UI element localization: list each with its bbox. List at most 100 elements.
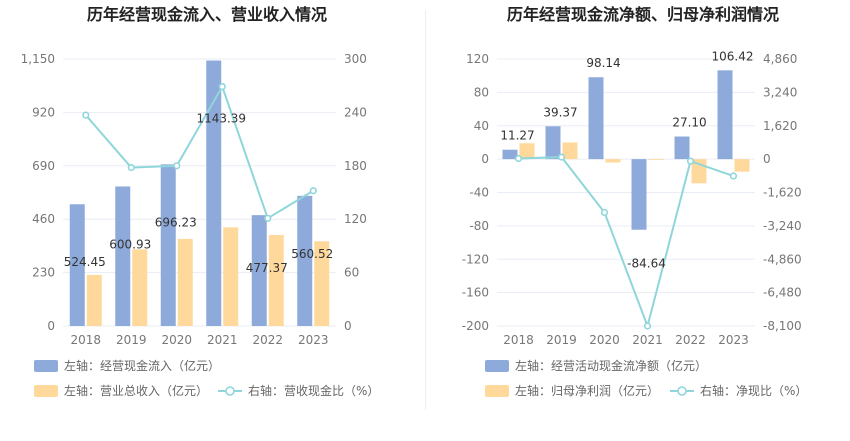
right-axis-tick-label: 120 — [344, 212, 367, 226]
line-point — [127, 163, 135, 172]
legend-bar-swatch — [34, 360, 58, 372]
left-axis-tick-label: -160 — [462, 286, 489, 300]
left-axis-tick-label: 120 — [466, 52, 489, 66]
right-axis-tick-label: 4,860 — [763, 52, 797, 66]
line-point — [729, 172, 738, 180]
line-point — [82, 111, 90, 119]
right-axis-tick-label: 1,620 — [763, 119, 797, 133]
x-axis-tick-label: 2023 — [298, 333, 329, 347]
left-axis-tick-label: -200 — [462, 319, 489, 333]
x-axis-tick-label: 2022 — [675, 333, 706, 347]
chart-title: 历年经营现金流净额、归母净利润情况 — [507, 5, 779, 24]
legend-line-marker — [225, 386, 235, 396]
line-point — [309, 187, 317, 195]
right-axis-tick-label: 300 — [344, 52, 367, 66]
bar-primary — [251, 215, 267, 326]
x-axis-tick-label: 2018 — [70, 333, 101, 347]
bar-primary — [206, 60, 222, 326]
line-point — [600, 208, 609, 217]
bar-secondary — [314, 241, 330, 326]
bar-primary — [115, 186, 131, 326]
line-point — [643, 322, 652, 330]
legend-line-marker — [677, 386, 687, 396]
data-label: 1143.39 — [196, 112, 246, 126]
right-axis-tick-label: 0 — [344, 319, 352, 333]
line-series — [84, 84, 314, 220]
x-axis-tick-label: 2019 — [116, 333, 147, 347]
data-label: 106.42 — [712, 49, 754, 63]
left-axis-tick-label: 920 — [32, 105, 55, 119]
left-axis-tick-label: 690 — [32, 159, 55, 173]
bar-secondary — [177, 238, 193, 326]
data-label: 27.10 — [672, 116, 706, 130]
legend-label: 右轴：净现比（%） — [700, 383, 807, 398]
left-axis-tick-label: 0 — [481, 152, 489, 166]
bar-primary — [502, 149, 518, 160]
data-label: 524.45 — [64, 255, 106, 269]
left-axis-tick-label: -80 — [469, 219, 489, 233]
legend-bar-swatch — [485, 385, 509, 397]
x-axis-tick-label: 2020 — [589, 333, 620, 347]
x-axis-tick-label: 2023 — [718, 333, 749, 347]
legend-label: 左轴：经营活动现金流净额（亿元） — [515, 358, 707, 373]
line-point — [686, 157, 695, 165]
bar-primary — [297, 195, 313, 326]
bar-secondary — [562, 142, 578, 160]
legend-label: 右轴：营收现金比（%） — [248, 383, 379, 398]
bar-primary — [69, 204, 85, 326]
left-axis-tick-label: 460 — [32, 212, 55, 226]
right-axis-tick-label: 60 — [344, 266, 359, 280]
legend-label: 左轴：经营现金流入（亿元） — [64, 358, 220, 373]
chart-title: 历年经营现金流入、营业收入情况 — [87, 5, 327, 24]
line-point — [557, 153, 566, 161]
x-axis-tick-label: 2020 — [161, 333, 192, 347]
bar-primary — [545, 126, 561, 160]
line-point — [514, 154, 523, 163]
x-axis-tick-label: 2018 — [503, 333, 534, 347]
left-axis-tick-label: 80 — [474, 85, 489, 99]
line-point — [173, 162, 181, 170]
left-axis-tick-label: 230 — [32, 266, 55, 280]
x-axis-tick-label: 2021 — [207, 333, 238, 347]
bar-primary — [674, 136, 690, 160]
bar-secondary — [223, 227, 239, 326]
data-label: 560.52 — [291, 247, 333, 261]
bar-primary — [588, 77, 604, 160]
right-axis-tick-label: -4,860 — [763, 252, 802, 266]
line-point — [218, 82, 226, 91]
bar-secondary — [132, 249, 148, 326]
data-label: 98.14 — [586, 56, 620, 70]
right-axis-tick-label: 0 — [763, 152, 771, 166]
chart-right-panel: 历年经营现金流净额、归母净利润情况 -200 -160 -120 -80 -40 0 40 80… — [425, 0, 850, 437]
bar-primary — [717, 70, 733, 160]
right-axis-tick-label: -8,100 — [763, 319, 802, 333]
x-axis-tick-label: 2019 — [546, 333, 577, 347]
left-axis-tick-label: -40 — [469, 186, 489, 200]
right-axis-tick-label: -1,620 — [763, 186, 802, 200]
right-axis-tick-label: -6,480 — [763, 286, 802, 300]
legend-label: 左轴：归母净利润（亿元） — [515, 383, 659, 398]
bar-secondary — [86, 274, 102, 326]
data-label: 11.27 — [500, 129, 534, 143]
chart-left-panel: 历年经营现金流入、营业收入情况 0 230 460 690 920 1,150 0 60 120 1… — [0, 0, 425, 437]
left-axis-tick-label: 1,150 — [21, 52, 55, 66]
data-label: -84.64 — [627, 257, 666, 271]
line-point — [264, 214, 272, 222]
chart-left: 历年经营现金流入、营业收入情况 0 230 460 690 920 1,150 0 60 120 1… — [21, 5, 380, 398]
x-axis-tick-label: 2022 — [252, 333, 283, 347]
right-axis-tick-label: 180 — [344, 159, 367, 173]
right-axis-tick-label: 3,240 — [763, 85, 797, 99]
bar-secondary — [605, 159, 621, 163]
legend-bar-swatch — [34, 385, 58, 397]
bar-secondary — [268, 234, 284, 326]
left-axis-tick-label: 0 — [47, 319, 55, 333]
data-label: 696.23 — [155, 215, 197, 229]
data-label: 39.37 — [543, 105, 577, 119]
line-series — [518, 156, 734, 330]
right-axis-tick-label: -3,240 — [763, 219, 802, 233]
right-axis-tick-label: 240 — [344, 105, 367, 119]
data-label: 477.37 — [246, 261, 288, 275]
left-axis-tick-label: -120 — [462, 252, 489, 266]
bar-primary — [160, 164, 176, 326]
bar-primary — [631, 159, 647, 230]
